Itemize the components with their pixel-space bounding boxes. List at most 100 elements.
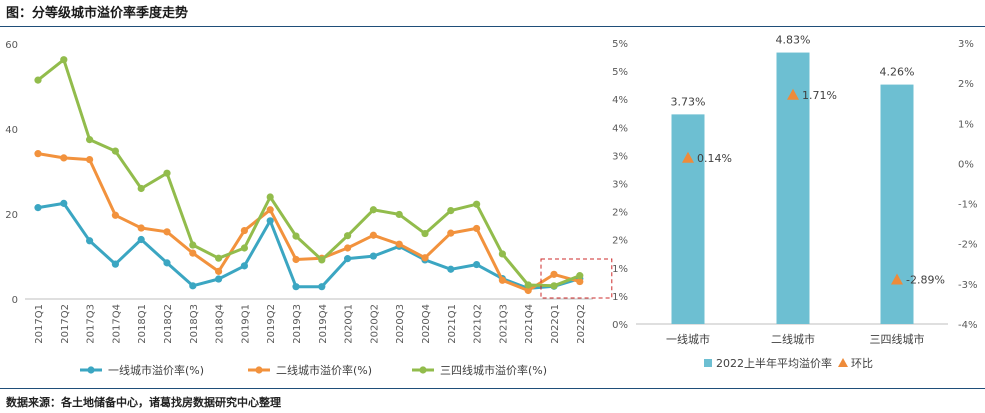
bar-left-tick-label: 3%	[612, 151, 628, 162]
footer-divider	[0, 388, 985, 389]
line-series-3	[37, 58, 581, 288]
line-x-tick-label: 2022Q2	[576, 304, 587, 344]
source-note: 数据来源：各土地储备中心，诸葛找房数据研究中心整理	[6, 396, 281, 409]
bar-left-tick-label: 0%	[612, 320, 628, 331]
line-point	[137, 235, 145, 244]
line-point	[576, 277, 584, 286]
line-point	[163, 259, 171, 267]
line-point	[318, 256, 326, 264]
line-point	[215, 254, 223, 262]
line-y-tick-label: 40	[5, 125, 18, 136]
ring-change-label: -2.89%	[906, 273, 945, 286]
line-point	[189, 249, 197, 257]
line-point	[60, 154, 68, 162]
bar-value-label: 4.83%	[776, 34, 811, 47]
legend-bar-swatch	[704, 359, 712, 367]
line-point	[292, 283, 300, 291]
bar-right-tick-label: -4%	[958, 320, 977, 331]
line-point	[421, 229, 429, 238]
line-point	[369, 206, 377, 214]
line-point	[292, 255, 300, 264]
bar-left-tick-label: 2%	[612, 236, 628, 247]
line-point	[473, 200, 481, 208]
line-x-tick-label: 2020Q2	[369, 304, 380, 344]
legend-triangle-swatch	[838, 358, 848, 367]
line-point	[34, 76, 42, 84]
legend-label: 2022上半年平均溢价率	[716, 356, 832, 370]
line-point	[137, 224, 145, 232]
legend-label: 三四线城市溢价率(%)	[440, 363, 547, 377]
bar-left-tick-label: 1%	[612, 292, 628, 303]
line-point	[266, 193, 274, 201]
line-x-tick-label: 2017Q3	[86, 304, 97, 344]
bar-right-tick-label: 0%	[958, 159, 974, 170]
legend-marker	[87, 366, 95, 374]
line-point	[240, 244, 248, 252]
bar-right-tick-label: 2%	[958, 79, 974, 90]
line-x-tick-label: 2019Q2	[266, 304, 277, 344]
bar-category-label: 一线城市	[666, 332, 710, 346]
line-x-tick-label: 2019Q1	[240, 304, 251, 344]
ring-change-marker	[682, 151, 694, 163]
ring-change-marker	[891, 273, 903, 285]
line-point	[266, 206, 274, 214]
line-point	[266, 217, 274, 225]
line-point	[189, 282, 197, 290]
bar-left-tick-label: 5%	[612, 67, 628, 78]
line-point	[395, 210, 403, 219]
bar	[671, 114, 705, 325]
bar-left-tick-label: 5%	[612, 39, 628, 50]
line-point	[189, 241, 197, 249]
line-point	[240, 262, 248, 270]
line-point	[524, 281, 532, 289]
line-x-tick-label: 2020Q3	[395, 304, 406, 344]
line-point	[86, 136, 94, 144]
line-x-tick-label: 2018Q1	[137, 304, 148, 344]
line-point	[498, 276, 506, 284]
legend-label: 一线城市溢价率(%)	[108, 363, 204, 377]
line-x-tick-label: 2019Q3	[292, 304, 303, 344]
line-x-tick-label: 2021Q3	[498, 304, 509, 344]
line-x-tick-label: 2018Q2	[163, 304, 174, 344]
bar-left-tick-label: 3%	[612, 180, 628, 191]
line-point	[395, 240, 403, 248]
line-x-tick-label: 2021Q2	[473, 304, 484, 344]
bar-right-tick-label: 1%	[958, 119, 974, 130]
line-point	[34, 204, 42, 212]
line-point	[473, 260, 481, 269]
bar-right-tick-label: -1%	[958, 200, 977, 211]
line-x-tick-label: 2019Q4	[318, 304, 329, 344]
title-divider	[0, 26, 985, 27]
line-point	[369, 231, 377, 239]
line-point	[292, 232, 300, 240]
bar-value-label: 3.73%	[671, 95, 706, 108]
line-x-tick-label: 2018Q3	[189, 304, 200, 344]
line-point	[524, 286, 532, 295]
line-point	[498, 250, 506, 258]
line-y-tick-label: 0	[12, 295, 18, 306]
line-point	[111, 260, 119, 268]
line-point	[86, 237, 94, 245]
line-point	[421, 254, 429, 262]
bar-right-tick-label: 3%	[958, 39, 974, 50]
line-series-2	[37, 152, 581, 292]
line-y-tick-label: 20	[5, 210, 18, 221]
line-point	[215, 275, 223, 283]
bar-value-label: 4.26%	[880, 66, 915, 79]
line-point	[447, 207, 455, 215]
page-title: 图：分等级城市溢价率季度走势	[6, 6, 189, 21]
line-point	[215, 267, 223, 275]
ring-change-label: 0.14%	[697, 152, 732, 165]
legend-label: 环比	[851, 357, 873, 370]
line-point	[163, 169, 171, 177]
line-point	[447, 229, 455, 237]
bar-right-tick-label: -3%	[958, 280, 977, 291]
line-x-tick-label: 2020Q1	[344, 304, 355, 344]
bar-category-label: 三四线城市	[870, 332, 925, 346]
line-point	[550, 270, 558, 278]
line-x-tick-label: 2021Q4	[524, 304, 535, 344]
line-point	[576, 272, 584, 280]
legend-marker	[255, 366, 263, 374]
bar-left-tick-label: 4%	[612, 123, 628, 134]
